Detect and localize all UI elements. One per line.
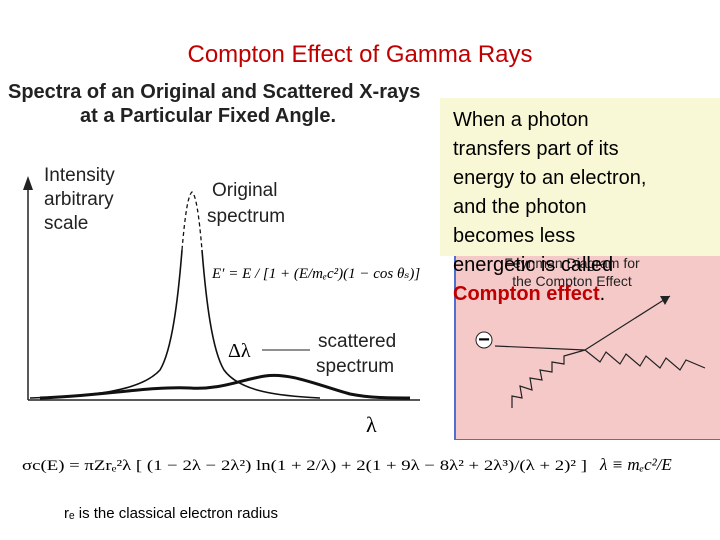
y-axis-label: arbitrary: [44, 189, 114, 210]
slide-title: Compton Effect of Gamma Rays: [187, 41, 532, 68]
photon-out: [584, 349, 706, 371]
text-line: and the photon: [453, 196, 586, 218]
electron-icon: [475, 331, 493, 349]
text-line: energetic is called: [453, 254, 613, 276]
figure-heading: Spectra of an Original and Scattered X-r…: [8, 81, 420, 103]
electron-out: [584, 295, 671, 351]
electron-in: [494, 345, 586, 351]
original-curve: [201, 249, 321, 399]
original-label: Original: [212, 180, 277, 201]
original-label: spectrum: [207, 206, 285, 227]
arrow-head: [660, 296, 670, 305]
text-line: energy to an electron,: [453, 167, 646, 189]
photon-in: [511, 349, 586, 408]
y-axis-label: Intensity: [44, 165, 115, 186]
text-box: When a photon transfers part of its ener…: [440, 98, 720, 305]
scattered-label: spectrum: [316, 356, 394, 377]
x-axis-label: λ: [366, 412, 377, 437]
feynman-diagram: Feynman Diagram for the Compton Effect −: [454, 249, 720, 441]
original-curve: [29, 249, 183, 399]
figure-heading: at a Particular Fixed Angle.: [80, 105, 336, 127]
original-peak: [181, 191, 203, 251]
spectrum-figure: Spectra of an Original and Scattered X-r…: [8, 81, 420, 437]
text-line: When a photon: [453, 109, 589, 131]
text-box-background: [440, 98, 720, 256]
y-axis-label: scale: [44, 213, 88, 234]
diagram-box: [454, 249, 720, 441]
diagram-title: the Compton Effect: [512, 273, 632, 289]
diagram-title: Feynman Diagram for: [504, 255, 640, 271]
text-line: Compton effect.: [453, 283, 605, 305]
shift-label: Δλ: [228, 340, 251, 362]
text-line: becomes less: [453, 225, 575, 247]
formula-strip: [0, 440, 720, 490]
emphasis: Compton effect: [453, 283, 600, 305]
scattered-label: scattered: [318, 331, 396, 352]
note: rₑ is the classical electron radius: [64, 505, 278, 522]
electron-sign: −: [478, 329, 490, 351]
lambda-definition: λ ≡ mₑc²/E: [599, 455, 672, 474]
text-end: .: [600, 283, 606, 305]
axis-arrow: [23, 176, 33, 190]
text-line: transfers part of its: [453, 138, 619, 160]
scattered-curve: [39, 373, 411, 400]
cross-section-formula: σc(E) = πZrₑ²λ [ (1 − 2λ − 2λ²) ln(1 + 2…: [22, 458, 587, 474]
energy-formula: E′ = E / [1 + (E/mₑc²)(1 − cos θₛ)]: [211, 266, 420, 282]
